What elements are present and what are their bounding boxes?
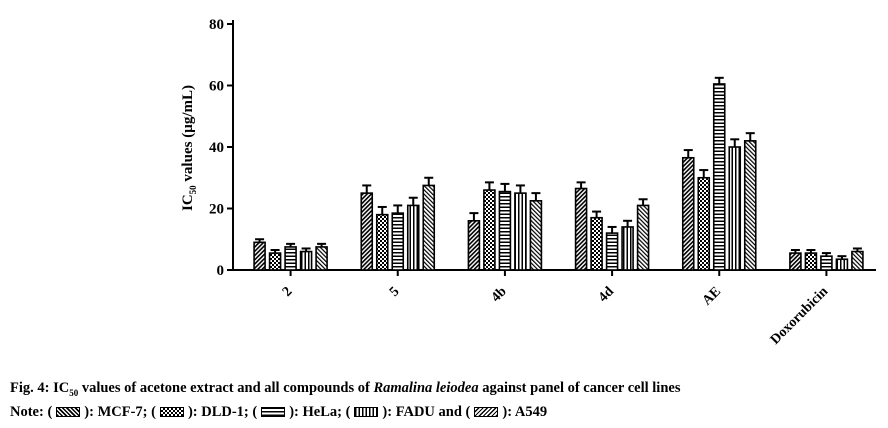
- bar: [315, 246, 328, 271]
- x-tick-label: 4d: [596, 284, 617, 305]
- figure-caption: Fig. 4: IC50 values of acetone extract a…: [10, 379, 680, 422]
- bar: [636, 204, 650, 271]
- fadu-swatch: [354, 406, 379, 417]
- y-tick-label: 60: [209, 79, 224, 95]
- x-tick-label: 5: [387, 284, 403, 300]
- bar: [820, 255, 833, 271]
- dld1-swatch: [159, 406, 184, 417]
- bar: [498, 190, 512, 271]
- x-tick-label: Doxorubicin: [768, 284, 832, 348]
- bar: [467, 220, 481, 271]
- bar: [299, 250, 313, 271]
- bar: [268, 252, 282, 271]
- y-tick-label: 20: [209, 202, 224, 218]
- y-tick-label: 40: [209, 140, 224, 156]
- bar: [375, 213, 389, 271]
- y-tick-label: 80: [209, 17, 224, 33]
- bar: [514, 192, 527, 271]
- bar: [574, 187, 588, 271]
- caption-title: Fig. 4: IC50 values of acetone extract a…: [10, 380, 681, 398]
- bar: [835, 258, 849, 271]
- bar: [851, 250, 864, 271]
- ic50-bar-chart: 0 20 40 60 80 2 5 4b 4d AE Doxorubicin IC50 values…: [180, 17, 876, 348]
- y-tick-label: 0: [217, 263, 225, 279]
- bar: [406, 204, 420, 271]
- hela-swatch: [261, 406, 286, 417]
- caption-note: Note: (): MCF-7; (): DLD-1; (): HeLa; ()…: [10, 403, 548, 420]
- bar: [789, 252, 802, 271]
- bar: [360, 192, 374, 271]
- bar: [483, 189, 496, 271]
- bar: [712, 83, 726, 271]
- bar: [728, 146, 742, 271]
- y-axis-label: IC50 values (µg/mL): [180, 85, 198, 211]
- bar: [681, 156, 695, 271]
- bar: [253, 241, 266, 271]
- a549-swatch: [474, 406, 499, 417]
- mcf7-swatch: [56, 406, 81, 417]
- x-tick-label: AE: [700, 284, 724, 308]
- bar: [284, 246, 297, 271]
- bar: [743, 140, 757, 271]
- bar: [804, 252, 818, 271]
- bar: [590, 216, 603, 271]
- x-tick-label: 4b: [489, 284, 510, 305]
- bar: [529, 200, 543, 271]
- bar: [391, 212, 405, 271]
- x-tick-label: 2: [280, 284, 296, 300]
- bar: [621, 226, 634, 271]
- bar: [605, 232, 619, 271]
- bar: [422, 184, 436, 271]
- bar: [697, 176, 711, 271]
